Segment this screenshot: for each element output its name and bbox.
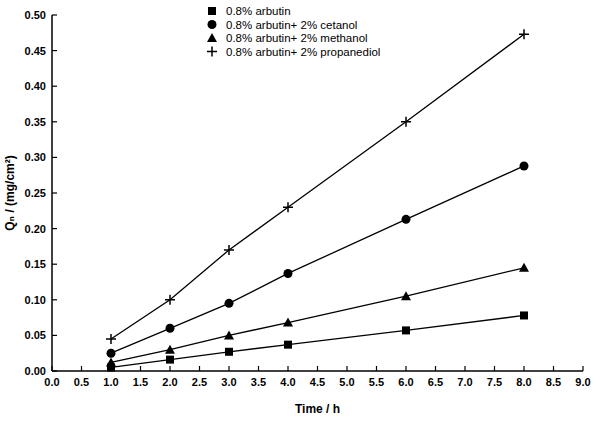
marker <box>165 295 175 305</box>
legend-label: 0.8% arbutin+ 2% cetanol <box>226 19 357 31</box>
marker <box>402 215 411 224</box>
y-axis-label: Qₙ / (mg/cm²) <box>3 155 17 230</box>
series-line <box>111 166 524 353</box>
marker <box>284 269 293 278</box>
marker <box>224 330 234 339</box>
x-axis-label: Time / h <box>295 402 340 416</box>
marker <box>106 357 116 366</box>
y-tick-label: 0.30 <box>25 151 46 163</box>
x-tick-label: 5.5 <box>369 376 384 388</box>
y-tick-label: 0.50 <box>25 9 46 21</box>
x-tick-label: 0.0 <box>44 376 59 388</box>
y-tick-label: 0.20 <box>25 223 46 235</box>
y-tick-label: 0.25 <box>25 187 46 199</box>
marker <box>283 202 293 212</box>
x-tick-label: 7.0 <box>457 376 472 388</box>
x-tick-label: 1.0 <box>103 376 118 388</box>
legend-marker <box>208 7 216 15</box>
y-tick-label: 0.45 <box>25 45 46 57</box>
x-axis <box>52 370 583 372</box>
chart: 0.00 0.05 0.10 0.15 0.20 0.25 0.30 0.35 0.40 0.45… <box>0 0 604 424</box>
x-tick-label: 1.5 <box>133 376 148 388</box>
x-tick-label: 3.5 <box>251 376 266 388</box>
y-tick-label: 0.40 <box>25 80 46 92</box>
marker <box>106 334 116 344</box>
marker <box>284 341 292 349</box>
y-tick-label: 0.00 <box>25 365 46 377</box>
marker <box>519 29 529 39</box>
series-line <box>111 268 524 363</box>
legend-marker <box>207 47 217 57</box>
x-tick-label: 8.5 <box>546 376 561 388</box>
y-tick-label: 0.10 <box>25 294 46 306</box>
marker <box>107 349 116 358</box>
marker <box>401 291 411 300</box>
marker <box>225 348 233 356</box>
marker <box>520 161 529 170</box>
series-line <box>111 315 524 367</box>
series-line <box>111 34 524 339</box>
legend-label: 0.8% arbutin+ 2% propanediol <box>226 46 380 58</box>
x-tick-label: 4.5 <box>310 376 325 388</box>
legend: 0.8% arbutin0.8% arbutin+ 2% cetanol0.8%… <box>207 5 380 58</box>
marker <box>166 356 174 364</box>
y-tick-label: 0.35 <box>25 116 46 128</box>
x-tick-label: 3.0 <box>221 376 236 388</box>
x-tick-label: 5.0 <box>339 376 354 388</box>
legend-label: 0.8% arbutin+ 2% methanol <box>226 32 368 44</box>
marker <box>165 345 175 354</box>
legend-marker <box>208 20 217 29</box>
y-tick-label: 0.15 <box>25 258 46 270</box>
x-tick-label: 6.0 <box>398 376 413 388</box>
x-tick-label: 6.5 <box>428 376 443 388</box>
marker <box>519 263 529 272</box>
x-tick-label: 4.0 <box>280 376 295 388</box>
legend-label: 0.8% arbutin <box>226 5 291 17</box>
x-tick-label: 8.0 <box>516 376 531 388</box>
plot-area <box>106 29 529 371</box>
marker <box>401 117 411 127</box>
y-axis <box>51 15 53 371</box>
marker <box>520 311 528 319</box>
legend-marker <box>207 33 217 42</box>
marker <box>225 299 234 308</box>
marker <box>166 324 175 333</box>
x-tick-label: 0.5 <box>74 376 89 388</box>
x-tick-label: 2.5 <box>192 376 207 388</box>
marker <box>283 318 293 327</box>
marker <box>402 326 410 334</box>
x-tick-label: 7.5 <box>487 376 502 388</box>
y-tick-label: 0.05 <box>25 329 46 341</box>
marker <box>224 245 234 255</box>
x-tick-label: 2.0 <box>162 376 177 388</box>
x-tick-label: 9.0 <box>575 376 590 388</box>
